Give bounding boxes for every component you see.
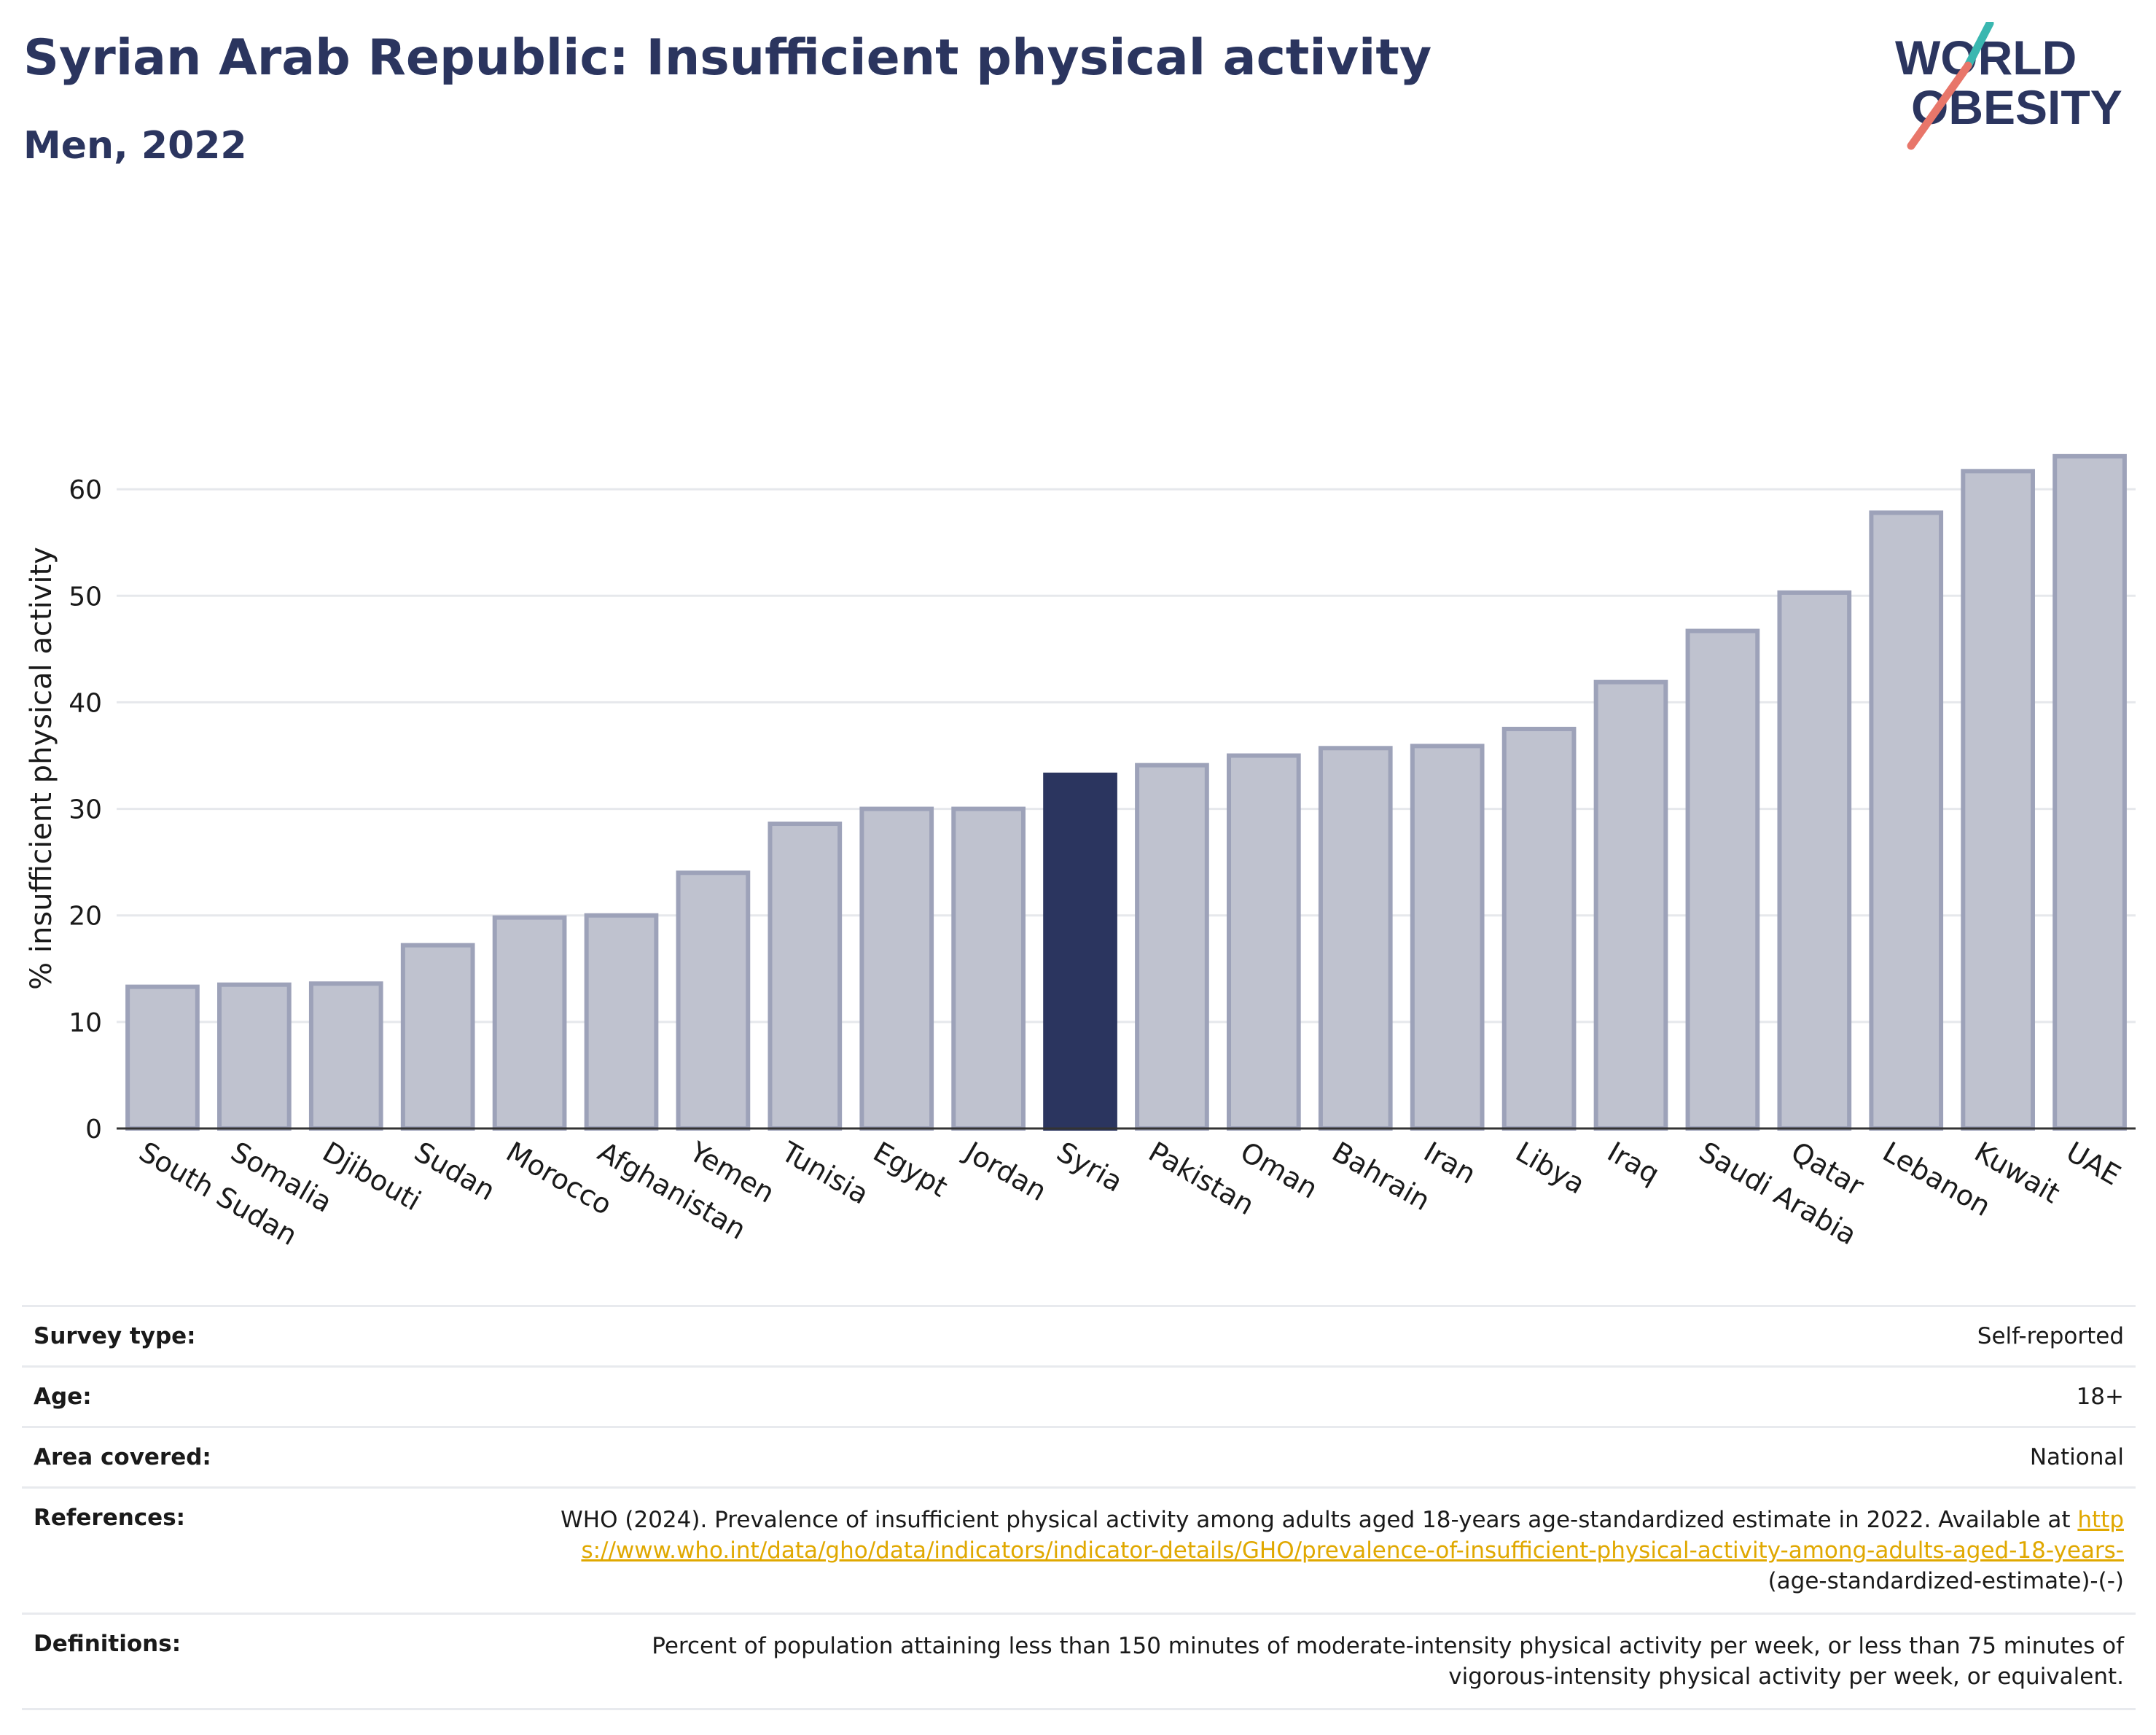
x-tick-label: Libya — [1510, 1136, 1590, 1201]
info-row-references: References: WHO (2024). Prevalence of in… — [22, 1486, 2136, 1613]
bar-afghanistan[interactable] — [584, 913, 659, 1131]
definitions-label: Definitions: — [34, 1631, 181, 1657]
bar-yemen[interactable] — [676, 870, 751, 1131]
age-value: 18+ — [2076, 1384, 2124, 1410]
x-tick-label: Egypt — [868, 1136, 953, 1204]
info-row-definitions: Definitions: Percent of population attai… — [22, 1613, 2136, 1710]
definitions-value: Percent of population attaining less tha… — [652, 1633, 2124, 1690]
bar-tunisia[interactable] — [768, 822, 843, 1131]
x-tick-label: Syria — [1052, 1136, 1128, 1198]
bar-iraq[interactable] — [1593, 679, 1668, 1131]
x-tick-label: South Sudan — [133, 1136, 302, 1252]
bar-south-sudan[interactable] — [125, 984, 200, 1131]
y-tick-label: 20 — [69, 902, 102, 932]
references-link-suffix: (age-standardized-estimate)-(-) — [1768, 1568, 2124, 1594]
info-row-age: Age: 18+ — [22, 1365, 2136, 1426]
x-tick-label: Jordan — [958, 1135, 1052, 1208]
x-tick-label: Saudi Arabia — [1694, 1136, 1862, 1252]
y-tick-label: 30 — [69, 795, 102, 825]
survey-type-label: Survey type: — [34, 1323, 196, 1349]
area-label: Area covered: — [34, 1444, 211, 1470]
bar-libya[interactable] — [1501, 726, 1577, 1131]
x-tick-label: Morocco — [501, 1136, 617, 1222]
area-value: National — [2029, 1444, 2124, 1470]
y-tick-label: 60 — [69, 475, 102, 505]
bar-oman[interactable] — [1227, 753, 1301, 1131]
logo-line-obesity: OBESITY — [1911, 80, 2122, 134]
bar-sudan[interactable] — [400, 943, 475, 1131]
world-obesity-logo: WORLD OBESITY — [1895, 22, 2122, 150]
references-value: WHO (2024). Prevalence of insufficient p… — [557, 1505, 2124, 1596]
bar-pakistan[interactable] — [1135, 763, 1209, 1131]
x-tick-label: Tunisia — [776, 1135, 874, 1211]
info-row-survey-type: Survey type: Self-reported — [22, 1305, 2136, 1365]
x-tick-label: Sudan — [409, 1136, 501, 1207]
x-tick-label: Pakistan — [1143, 1136, 1259, 1222]
x-tick-label: Bahrain — [1327, 1136, 1435, 1217]
references-link[interactable]: https://www.who.int/data/gho/data/indica… — [581, 1507, 2124, 1564]
x-tick-label: Iraq — [1602, 1136, 1665, 1190]
logo-line-world: WORLD — [1895, 31, 2077, 85]
y-tick-label: 40 — [69, 688, 102, 718]
chart-bars — [125, 453, 2127, 1131]
bar-uae[interactable] — [2053, 453, 2127, 1131]
y-axis-ticks: 0 10 20 30 40 50 60 — [69, 475, 102, 1145]
bar-qatar[interactable] — [1777, 590, 1852, 1131]
page-subtitle: Men, 2022 — [23, 124, 247, 168]
y-axis-label: % insufficient physical activity — [25, 547, 58, 990]
bar-syria[interactable] — [1043, 772, 1117, 1131]
bar-jordan[interactable] — [951, 806, 1026, 1131]
age-label: Age: — [34, 1384, 92, 1410]
y-tick-label: 0 — [85, 1115, 102, 1145]
references-text: WHO (2024). Prevalence of insufficient p… — [561, 1507, 2071, 1533]
bar-iran[interactable] — [1410, 744, 1485, 1131]
info-row-area: Area covered: National — [22, 1426, 2136, 1486]
y-tick-label: 50 — [69, 582, 102, 612]
bar-bahrain[interactable] — [1318, 746, 1393, 1131]
bar-chart: 0 10 20 30 40 50 60 South SudanSomaliaDjibouti… — [25, 453, 2136, 1252]
logo-slash-coral — [1907, 61, 1972, 150]
x-tick-label: Djibouti — [317, 1136, 426, 1217]
x-tick-label: Iran — [1418, 1136, 1481, 1190]
page-title: Syrian Arab Republic: Insufficient physi… — [23, 29, 1432, 87]
logo-slash-teal — [1964, 22, 1994, 70]
references-label: References: — [34, 1505, 186, 1531]
bar-lebanon[interactable] — [1869, 510, 1944, 1131]
x-tick-label: UAE — [2061, 1136, 2126, 1192]
bar-djibouti[interactable] — [308, 981, 383, 1131]
bar-morocco[interactable] — [492, 915, 567, 1131]
survey-type-value: Self-reported — [1977, 1323, 2124, 1349]
bar-somalia[interactable] — [217, 982, 292, 1131]
bar-kuwait[interactable] — [1961, 469, 2035, 1131]
info-table: Survey type: Self-reported Age: 18+ Area… — [22, 1305, 2136, 1710]
bar-egypt[interactable] — [859, 806, 934, 1131]
y-tick-label: 10 — [69, 1008, 102, 1038]
bar-saudi-arabia[interactable] — [1685, 628, 1760, 1131]
